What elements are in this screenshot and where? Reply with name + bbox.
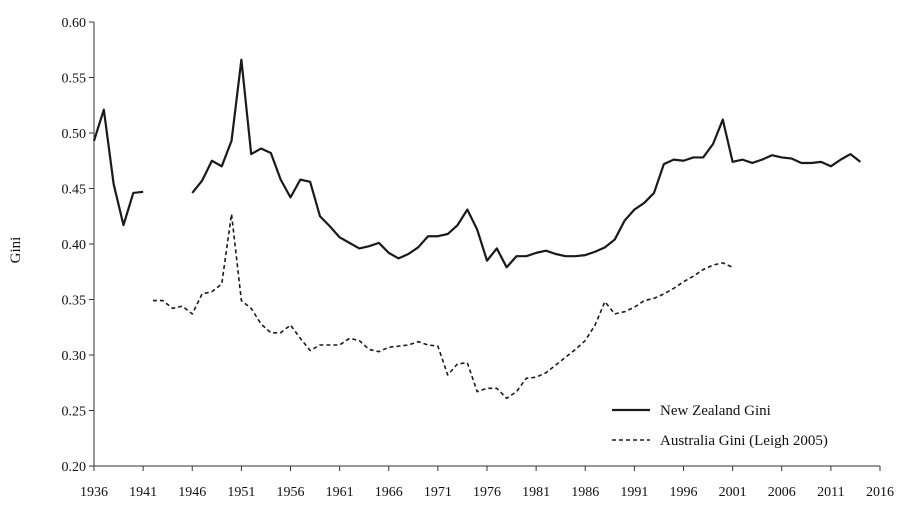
y-axis: 0.20 0.25 0.30 0.35 0.40 0.45 0.50 0.55 0.60 bbox=[62, 16, 95, 475]
legend: New Zealand Gini Australia Gini (Leigh 20… bbox=[612, 403, 828, 449]
y-tick-label: 0.25 bbox=[62, 405, 87, 420]
series-line bbox=[191, 58, 862, 269]
y-tick-label: 0.40 bbox=[62, 238, 87, 253]
x-tick-label: 1941 bbox=[129, 485, 157, 500]
series-australia-gini bbox=[152, 213, 733, 400]
y-tick-label: 0.35 bbox=[62, 294, 87, 309]
series-line bbox=[92, 108, 144, 227]
x-axis: 1936 1941 1946 1951 1956 1961 1966 1971 1976 1981… bbox=[80, 465, 894, 500]
series-line bbox=[152, 213, 733, 400]
x-tick-label: 2006 bbox=[768, 485, 796, 500]
y-tick-label: 0.30 bbox=[62, 349, 87, 364]
x-tick-label: 1971 bbox=[424, 485, 452, 500]
series-new-zealand-gini bbox=[92, 58, 862, 269]
x-tick-label: 1976 bbox=[473, 485, 501, 500]
x-tick-label: 1981 bbox=[522, 485, 550, 500]
x-tick-label: 1946 bbox=[178, 485, 206, 500]
series-layer bbox=[92, 58, 862, 400]
x-tick-label: 1951 bbox=[227, 485, 255, 500]
y-tick-label: 0.55 bbox=[62, 72, 87, 87]
x-tick-label: 2011 bbox=[817, 485, 844, 500]
x-tick-label: 1986 bbox=[571, 485, 599, 500]
x-tick-label: 2016 bbox=[866, 485, 894, 500]
x-tick-label: 1956 bbox=[277, 485, 305, 500]
y-axis-title: Gini bbox=[8, 237, 24, 264]
legend-label: New Zealand Gini bbox=[660, 403, 771, 419]
y-tick-label: 0.20 bbox=[62, 460, 87, 475]
x-tick-label: 1961 bbox=[326, 485, 354, 500]
legend-label: Australia Gini (Leigh 2005) bbox=[660, 433, 828, 449]
y-tick-label: 0.45 bbox=[62, 183, 87, 198]
x-tick-label: 1996 bbox=[670, 485, 698, 500]
x-tick-label: 1936 bbox=[80, 485, 108, 500]
y-tick-label: 0.50 bbox=[62, 127, 87, 142]
y-tick-label: 0.60 bbox=[62, 16, 87, 31]
x-tick-label: 1966 bbox=[375, 485, 403, 500]
x-tick-label: 2001 bbox=[719, 485, 747, 500]
x-tick-label: 1991 bbox=[620, 485, 648, 500]
